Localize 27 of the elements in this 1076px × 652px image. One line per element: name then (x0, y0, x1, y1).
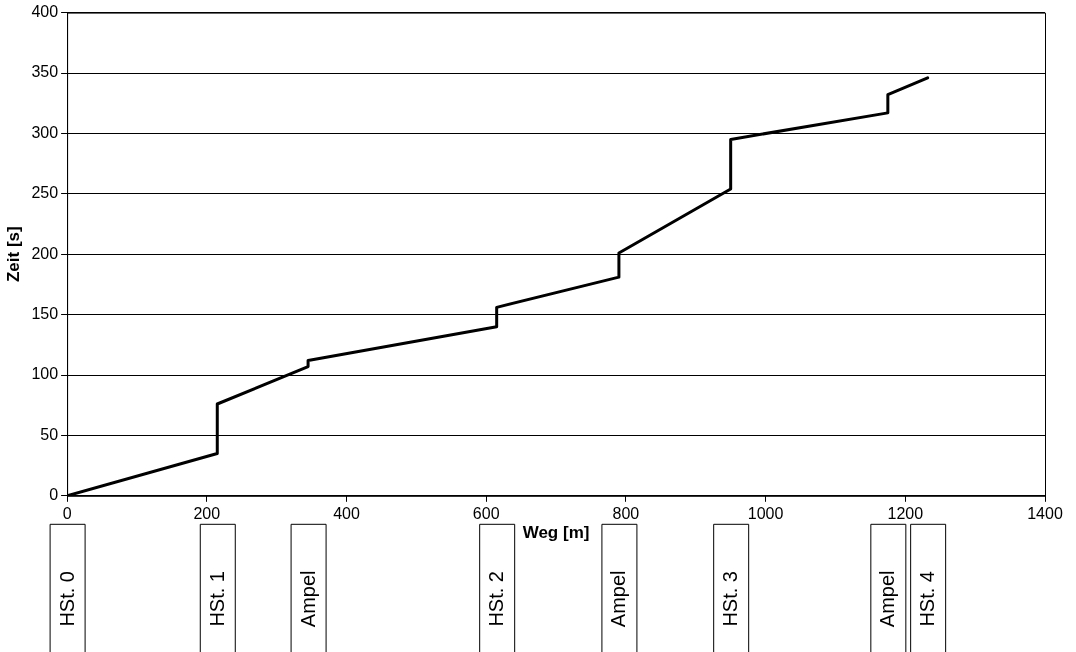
x-tick-label: 1000 (747, 504, 784, 522)
x-tick-label: 800 (612, 504, 640, 522)
y-tick-label: 100 (31, 365, 59, 383)
y-tick-label: 200 (31, 244, 59, 262)
x-axis-title: Weg [m] (522, 523, 590, 543)
text: Ampel (607, 570, 630, 628)
y-tick-label: 150 (31, 305, 59, 323)
text: HSt. 2 (485, 571, 508, 627)
text: Ampel (296, 570, 319, 628)
y-tick-label: 300 (31, 123, 59, 141)
x-tick-label: 200 (193, 504, 221, 522)
text: HSt. 3 (719, 571, 742, 627)
text: HSt. 0 (55, 571, 78, 627)
x-tick-label: 0 (62, 504, 72, 522)
text: HSt. 1 (205, 571, 228, 627)
x-tick-label: 400 (333, 504, 360, 522)
y-tick-label: 0 (49, 486, 59, 504)
x-tick-label: 600 (472, 504, 500, 522)
text: HSt. 4 (916, 571, 939, 627)
text: Ampel (876, 570, 899, 628)
x-tick-label: 1200 (887, 504, 924, 522)
y-tick-label: 50 (40, 425, 59, 443)
y-tick-label: 250 (31, 184, 59, 202)
x-tick-label: 1400 (1027, 504, 1063, 522)
y-axis-title: Zeit [s] (3, 226, 23, 283)
y-tick-label: 350 (31, 63, 59, 81)
y-tick-label: 400 (31, 3, 59, 21)
